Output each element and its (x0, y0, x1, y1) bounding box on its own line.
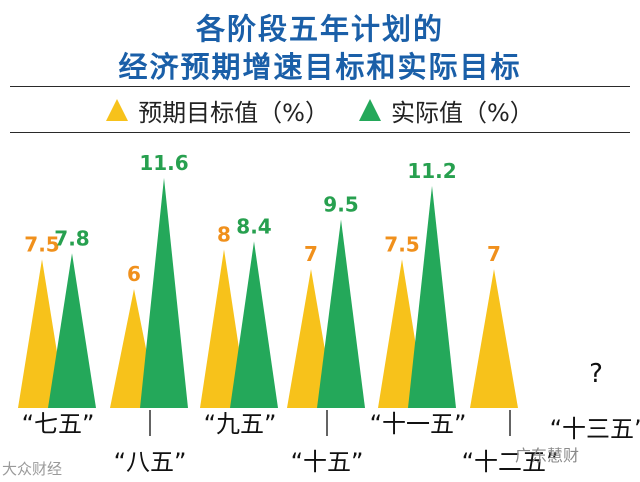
value-label-actual-1: 11.6 (139, 151, 188, 175)
legend-label-actual: 实际值（%） (391, 98, 534, 127)
value-label-expected-1: 6 (127, 262, 141, 286)
category-label-0: “七五” (22, 410, 95, 438)
value-label-actual-4: 11.2 (407, 159, 456, 183)
legend-item-actual: 实际值（%） (359, 93, 534, 128)
bar-actual-2 (230, 241, 278, 408)
top-divider (10, 86, 630, 87)
category-label-5: “十二五” (462, 448, 559, 476)
bar-actual-3 (317, 219, 365, 408)
chart-title-line1: 各阶段五年计划的 (195, 12, 444, 46)
green-triangle-icon (359, 99, 381, 121)
yellow-triangle-icon (106, 99, 129, 121)
value-label-actual-2: 8.4 (236, 214, 271, 238)
legend: 预期目标值（%） 实际值（%） (0, 92, 640, 128)
value-label-expected-2: 8 (217, 222, 231, 246)
watermark-left: 大众财经 (2, 460, 63, 478)
category-label-6: “十三五” (550, 415, 640, 443)
value-label-expected-4: 7.5 (384, 232, 419, 256)
bar-actual-1 (140, 177, 188, 408)
bar-actual-4 (408, 185, 456, 408)
value-label-expected-5: 7 (487, 242, 501, 266)
legend-label-expected: 预期目标值（%） (138, 98, 329, 127)
value-label-actual-0: 7.8 (54, 226, 89, 250)
value-label-actual-3: 9.5 (323, 193, 358, 217)
category-label-3: “十五” (291, 448, 364, 476)
unknown-value-marker: ? (589, 359, 603, 389)
watermark-right: 广东慧财 (515, 446, 580, 465)
legend-item-expected: 预期目标值（%） (106, 93, 329, 128)
category-label-1: “八五” (114, 448, 187, 476)
category-label-2: “九五” (204, 410, 277, 438)
bar-expected-5 (470, 269, 518, 408)
value-label-expected-3: 7 (304, 242, 318, 266)
category-label-4: “十一五” (370, 410, 467, 438)
chart-title-line2: 经济预期增速目标和实际目标 (118, 50, 522, 84)
legend-divider (10, 132, 630, 133)
value-label-expected-0: 7.5 (24, 232, 59, 256)
bar-actual-0 (48, 253, 96, 408)
